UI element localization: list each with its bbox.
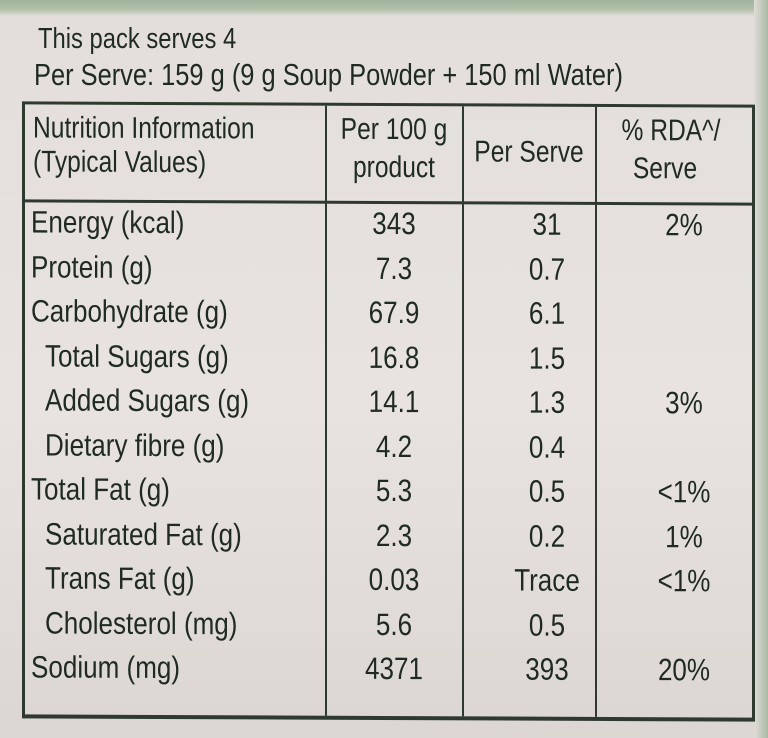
pack-serves-text: This pack serves 4	[38, 23, 237, 55]
header-per-serve: Per Serve	[474, 135, 584, 169]
per-100g-value: 343	[372, 205, 416, 242]
header-product: product	[352, 150, 436, 185]
per-serve-value: 1.5	[528, 340, 566, 376]
rda-value: 20%	[657, 652, 711, 688]
nutrient-name: Added Sugars (g)	[45, 382, 250, 419]
per-100g-value: 4.2	[375, 428, 413, 464]
table-row: Dietary fibre (g) 4.2 0.4	[25, 425, 752, 472]
table-row: Total Fat (g) 5.3 0.5 <1%	[25, 469, 752, 516]
nutrient-name: Saturated Fat (g)	[45, 516, 242, 552]
per-100g-value: 67.9	[368, 294, 420, 331]
package-edge	[754, 0, 768, 738]
table-row: Carbohydrate (g) 67.9 6.1	[25, 291, 752, 338]
per-serve-value: 393	[525, 651, 569, 687]
nutrient-name: Energy (kcal)	[31, 204, 185, 241]
per-100g-value: 2.3	[375, 517, 413, 553]
per-serve-value: 1.3	[528, 384, 566, 420]
nutrient-name: Trans Fat (g)	[45, 560, 195, 597]
per-serve-value: 0.5	[528, 473, 566, 509]
header-per-100g: Per 100 g	[340, 112, 448, 147]
per-serve-value: 0.7	[528, 251, 566, 287]
table-row: Protein (g) 7.3 0.7	[25, 247, 752, 294]
per-serve-value: 6.1	[528, 295, 566, 331]
table-row: Saturated Fat (g) 2.3 0.2 1%	[25, 514, 752, 561]
rda-value: <1%	[657, 474, 711, 510]
rda-value: 2%	[665, 207, 703, 243]
per-100g-value: 14.1	[368, 383, 420, 420]
rda-value: 1%	[665, 518, 703, 554]
rda-value: <1%	[657, 563, 711, 599]
per-serve-value: 0.5	[528, 607, 566, 643]
table-row: Total Sugars (g) 16.8 1.5	[25, 336, 752, 383]
per-100g-value: 7.3	[375, 250, 413, 286]
per-serve-value: Trace	[514, 562, 580, 598]
nutrition-table: Nutrition Information (Typical Values) P…	[22, 101, 755, 722]
header-nutrition-info: Nutrition Information	[33, 111, 255, 146]
header-rda: % RDA^/	[621, 114, 721, 148]
nutrient-name: Total Sugars (g)	[45, 338, 229, 374]
rda-value: 3%	[665, 385, 703, 421]
per-100g-value: 4371	[365, 650, 423, 687]
per-100g-value: 5.6	[375, 606, 413, 642]
header-rda-serve: Serve	[632, 152, 698, 186]
per-100g-value: 16.8	[368, 339, 420, 375]
per-100g-value: 0.03	[368, 561, 420, 598]
nutrient-name: Carbohydrate (g)	[31, 293, 228, 330]
per-100g-value: 5.3	[375, 472, 413, 509]
table-row: Cholesterol (mg) 5.6 0.5	[25, 603, 752, 650]
per-serve-text: Per Serve: 159 g (9 g Soup Powder + 150 …	[34, 57, 623, 92]
nutrient-name: Cholesterol (mg)	[45, 605, 238, 641]
table-row: Energy (kcal) 343 31 2%	[25, 202, 752, 249]
table-row: Trans Fat (g) 0.03 Trace <1%	[25, 558, 752, 605]
nutrient-name: Sodium (mg)	[31, 649, 181, 686]
per-serve-value: 31	[532, 206, 562, 242]
table-row: Sodium (mg) 4371 393 20%	[25, 647, 752, 694]
header-typical-values: (Typical Values)	[33, 145, 207, 180]
per-serve-value: 0.2	[528, 518, 566, 554]
per-serve-value: 0.4	[528, 429, 566, 465]
nutrient-name: Protein (g)	[31, 248, 153, 285]
nutrient-name: Total Fat (g)	[31, 471, 170, 508]
table-row: Added Sugars (g) 14.1 1.3 3%	[25, 380, 752, 427]
nutrient-name: Dietary fibre (g)	[45, 427, 225, 463]
